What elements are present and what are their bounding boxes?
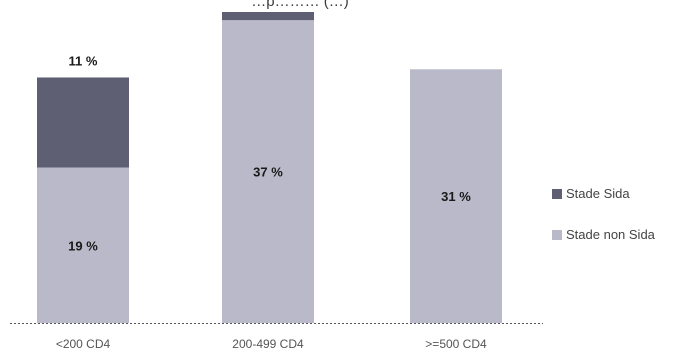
x-tick-label: <200 CD4 (56, 337, 111, 351)
chart-title: …p……… (…) (251, 0, 349, 10)
bar-stade-non-sida-3 (410, 69, 502, 323)
data-labels-layer: 19 % 11 % 37 % 1 % 31 % (68, 0, 471, 253)
legend-label-stade-sida: Stade Sida (566, 186, 630, 201)
x-axis-ticks: <200 CD4 200-499 CD4 >=500 CD4 (56, 337, 487, 351)
data-label-stade-non-sida-3: 31 % (441, 189, 471, 204)
legend-swatch-stade-non-sida (552, 230, 562, 240)
legend-swatch-stade-sida (552, 189, 562, 199)
bar-stade-sida-1 (37, 77, 129, 168)
data-label-stade-sida-1: 11 % (69, 53, 98, 68)
data-label-stade-non-sida-1: 19 % (68, 238, 98, 253)
data-label-stade-sida-2: 1 % (257, 0, 280, 3)
legend-label-stade-non-sida: Stade non Sida (566, 227, 656, 242)
x-tick-label: >=500 CD4 (425, 337, 487, 351)
bar-stade-sida-2 (222, 12, 314, 21)
x-tick-label: 200-499 CD4 (232, 337, 304, 351)
data-label-stade-non-sida-2: 37 % (253, 165, 283, 180)
bar-stade-non-sida-1 (37, 167, 129, 323)
bar-stade-non-sida-2 (222, 20, 314, 324)
legend: Stade Sida Stade non Sida (552, 186, 656, 242)
bars-layer (37, 12, 502, 324)
